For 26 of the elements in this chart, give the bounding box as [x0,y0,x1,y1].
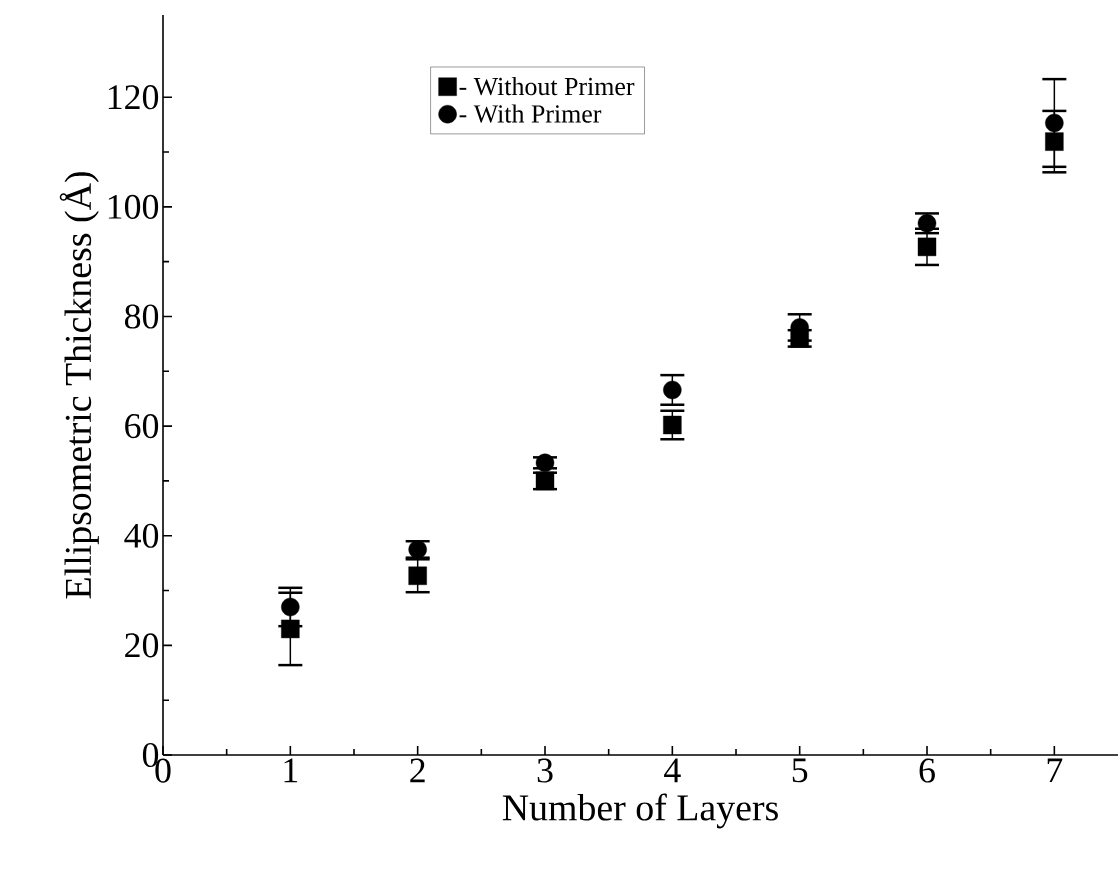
point [663,380,682,400]
x-axis-title: Number of Layers [502,793,778,829]
y-tick-label: 120 [108,85,159,110]
x-tick-label: 6 [919,758,935,783]
x-tick-label: 2 [410,758,425,783]
y-axis-title: Ellipsometric Thickness (Å) [59,172,99,599]
point [1045,132,1064,151]
y-tick-label: 40 [124,523,159,548]
point [917,237,937,257]
point [281,619,300,639]
x-tick-label: 4 [664,758,681,783]
y-tick-label: 20 [125,633,159,658]
y-tick-label: 80 [124,304,159,329]
legend-label: - Without Primer [459,76,635,96]
x-tick-label: 5 [792,758,808,783]
x-tick-label: 3 [537,758,553,783]
point [408,566,427,585]
point [663,415,682,435]
x-tick-label: 1 [284,758,298,783]
y-tick-label: 60 [125,414,159,439]
legend-label: - With Primer [459,104,602,123]
x-tick-label: 7 [1047,758,1063,782]
point [281,597,300,617]
point [1045,113,1064,133]
point [535,453,555,473]
y-tick-label: 100 [108,194,159,219]
